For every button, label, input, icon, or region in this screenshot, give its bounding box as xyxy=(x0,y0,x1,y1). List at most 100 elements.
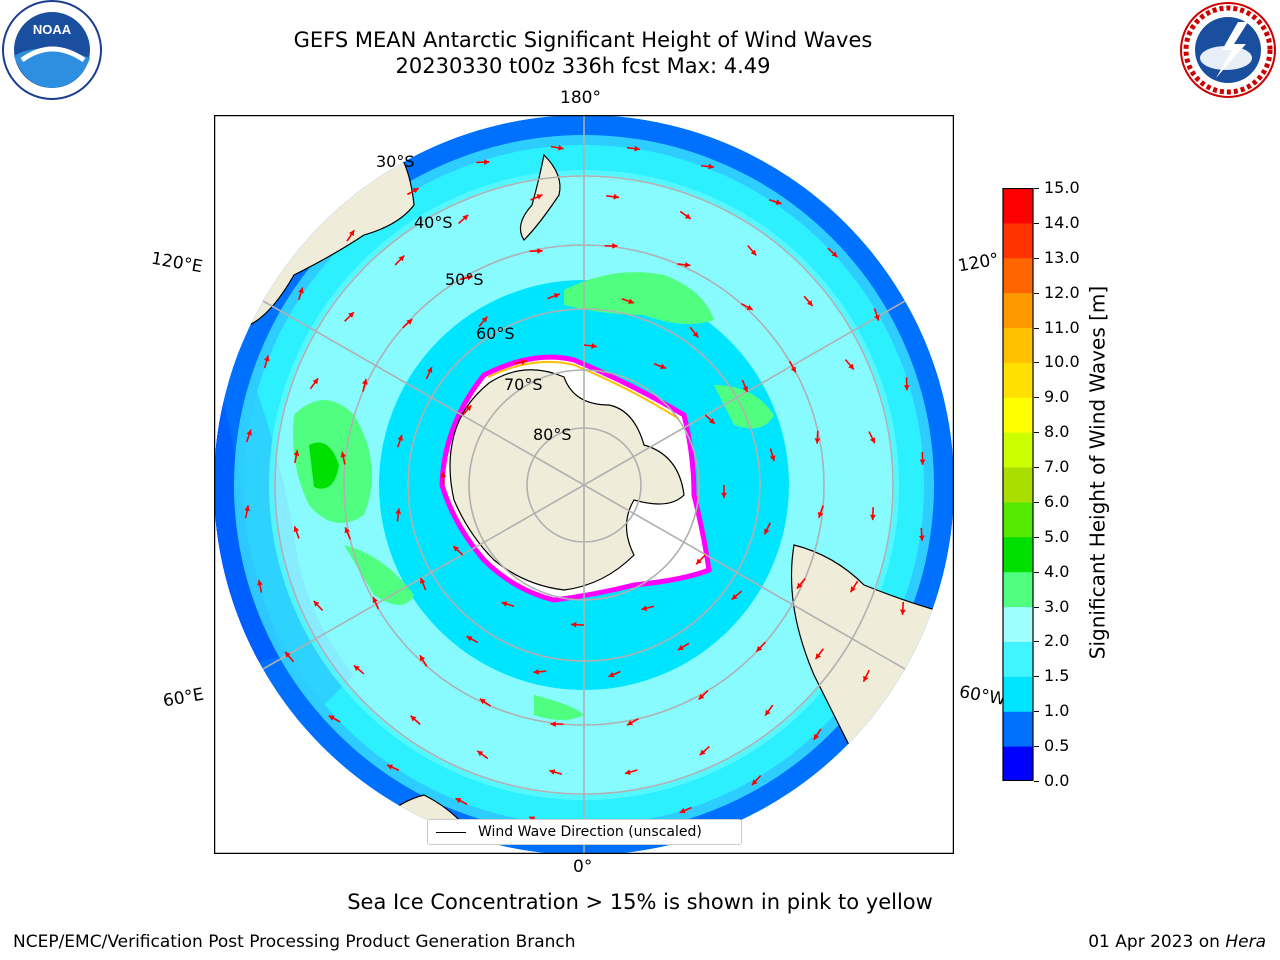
wave-arrow-head xyxy=(361,378,368,385)
wave-arrow-head xyxy=(427,367,433,374)
wave-arrow-head xyxy=(549,769,556,775)
colorbar-tick-label: 9.0 xyxy=(1044,387,1070,407)
colorbar-swatch xyxy=(1003,188,1033,224)
colorbar-frame xyxy=(1002,188,1034,781)
wave-arrow-head xyxy=(591,343,597,349)
chart-title: GEFS MEAN Antarctic Significant Height o… xyxy=(293,28,873,52)
colorbar-swatch xyxy=(1003,571,1033,608)
wave-arrow-head xyxy=(684,261,691,268)
colorbar-ticks: 0.0 0.5 1.0 1.5 2.0 3.0 4.0 5.0 6.0 7.0 8.0 9.0 10.0… xyxy=(1034,178,1104,790)
wave-arrow-head xyxy=(612,243,618,249)
colorbar-swatch xyxy=(1003,641,1033,677)
wave-arrow-head xyxy=(817,511,824,518)
wave-arrow-head xyxy=(775,199,782,205)
wave-arrow-head xyxy=(769,455,776,462)
wave-arrow-head xyxy=(919,459,926,465)
wave-arrow-head xyxy=(455,798,462,804)
colorbar xyxy=(1002,188,1034,781)
wave-arrow-head xyxy=(765,709,771,716)
colorbar-tick-mark xyxy=(1034,188,1039,189)
colorbar-swatch xyxy=(1003,676,1033,712)
colorbar-tick-mark xyxy=(1034,711,1039,713)
lat-label-70s: 70°S xyxy=(504,375,543,394)
legend-line-swatch xyxy=(436,832,466,833)
lon-label-60e: 60°E xyxy=(161,684,206,712)
wave-arrow-head xyxy=(869,437,876,444)
colorbar-swatch xyxy=(1003,467,1033,503)
lat-label-50s: 50°S xyxy=(445,270,484,289)
wind-wave-direction-arrows xyxy=(244,144,926,826)
wave-arrow-head xyxy=(537,248,543,254)
wave-arrow-head xyxy=(313,600,320,607)
colorbar-swatch xyxy=(1003,327,1033,363)
colorbar-tick-mark xyxy=(1034,467,1039,469)
credit-line: NCEP/EMC/Verification Post Processing Pr… xyxy=(13,932,576,952)
colorbar-tick-label: 3.0 xyxy=(1044,596,1070,616)
wave-arrow-head xyxy=(285,651,291,658)
wave-arrow-head xyxy=(756,645,763,652)
colorbar-tick-label: 1.0 xyxy=(1044,701,1070,721)
wave-arrow-head xyxy=(466,636,473,642)
wave-arrow-head xyxy=(462,214,469,221)
colorbar-tick-label: 0.0 xyxy=(1044,771,1070,790)
colorbar-swatch xyxy=(1003,362,1033,398)
wave-arrow-head xyxy=(746,304,753,310)
lon-label-180: 180° xyxy=(560,88,601,108)
wave-arrow-head xyxy=(721,492,727,498)
wave-arrow-head xyxy=(420,577,426,584)
lat-label-30s: 30°S xyxy=(376,152,415,171)
wave-arrow-head xyxy=(558,144,564,151)
polar-map xyxy=(214,115,954,854)
wave-arrow-head xyxy=(634,145,640,152)
legend-label: Wind Wave Direction (unscaled) xyxy=(478,824,702,840)
colorbar-tick-label: 8.0 xyxy=(1044,422,1070,442)
wave-arrow-head xyxy=(806,300,813,307)
wave-arrow-head xyxy=(903,385,910,391)
colorbar-title: Significant Height of Wind Waves [m] xyxy=(1085,285,1110,660)
run-date: 01 Apr 2023 on xyxy=(1088,932,1220,952)
lat-label-40s: 40°S xyxy=(414,213,453,232)
colorbar-tick-label: 6.0 xyxy=(1044,491,1070,511)
wave-arrow-head xyxy=(815,653,822,660)
colorbar-swatch xyxy=(1003,711,1033,747)
wave-arrow-head xyxy=(298,287,304,294)
wave-arrow-head xyxy=(660,363,667,370)
wave-arrow-head xyxy=(344,527,350,534)
wave-arrow-head xyxy=(410,715,417,722)
colorbar-tick-mark xyxy=(1034,641,1039,643)
colorbar-tick-mark xyxy=(1034,676,1039,678)
colorbar-tick-label: 11.0 xyxy=(1044,317,1080,337)
wave-arrow-head xyxy=(899,609,906,615)
wave-arrow-head xyxy=(466,274,473,281)
colorbar-swatch xyxy=(1003,606,1033,642)
wave-arrow-head xyxy=(613,193,620,200)
wave-arrow-head xyxy=(453,546,460,552)
wave-patch-5 xyxy=(344,545,414,605)
sea-ice-note: Sea Ice Concentration > 15% is shown in … xyxy=(347,890,933,914)
wave-arrow-head xyxy=(863,675,869,682)
colorbar-tick-mark xyxy=(1034,222,1039,224)
wave-arrow-head xyxy=(328,715,335,721)
wave-arrow-head xyxy=(395,508,402,514)
wave-arrow-head xyxy=(571,621,577,628)
colorbar-tick-label: 1.5 xyxy=(1044,666,1070,686)
wave-arrow-head xyxy=(869,514,876,521)
wave-patch-2 xyxy=(309,442,339,489)
lon-label-120e: 120°E xyxy=(149,248,205,278)
wave-arrow-head xyxy=(387,764,393,770)
wave-arrow-head xyxy=(257,579,263,586)
wave-arrow-head xyxy=(348,312,354,318)
colorbar-tick-label: 12.0 xyxy=(1044,282,1080,302)
wave-arrow-head xyxy=(790,366,796,373)
wave-arrow-head xyxy=(628,298,635,304)
colorbar-swatch xyxy=(1003,222,1033,259)
colorbar-tick-mark xyxy=(1034,501,1039,503)
wave-arrow-head xyxy=(398,255,405,262)
colorbar-tick-mark xyxy=(1034,536,1039,538)
noaa-logo: NOAA xyxy=(2,0,102,100)
wave-arrow-head xyxy=(684,213,691,219)
lon-label-120w: 120° xyxy=(956,249,1001,277)
host-name: Hera xyxy=(1225,932,1266,952)
wave-arrow-head xyxy=(848,363,854,370)
colorbar-tick-label: 10.0 xyxy=(1044,352,1080,372)
